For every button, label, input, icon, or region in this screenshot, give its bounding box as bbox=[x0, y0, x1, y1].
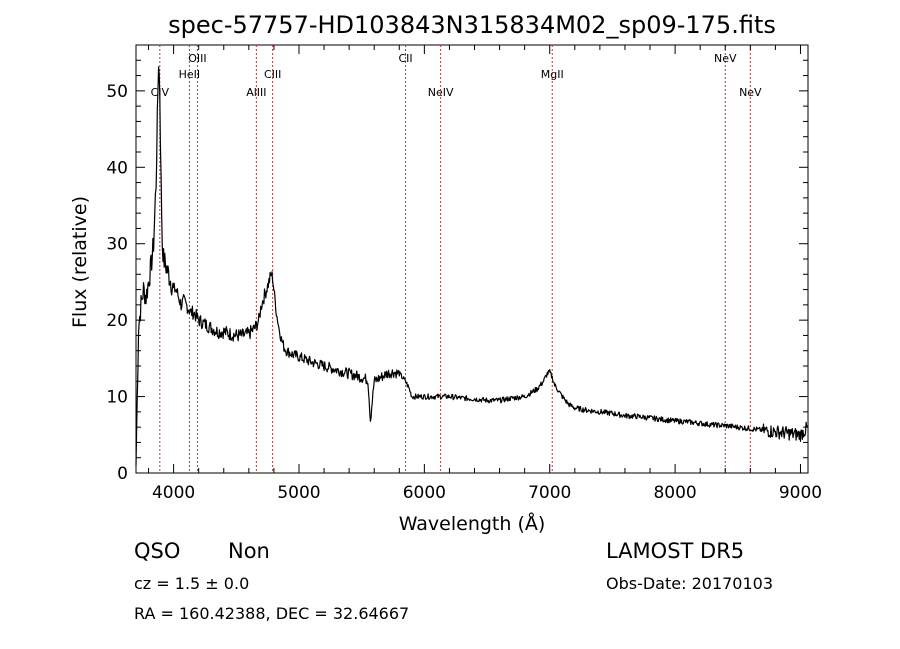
observation-date: Obs-Date: 20170103 bbox=[606, 574, 774, 593]
y-axis-label: Flux (relative) bbox=[69, 196, 91, 328]
emission-line-label: MgII bbox=[541, 68, 564, 81]
emission-line-label: NeV bbox=[714, 52, 737, 65]
emission-line-label: NeV bbox=[739, 86, 762, 99]
emission-line-label: CII bbox=[398, 52, 412, 65]
y-tick-label: 40 bbox=[106, 158, 128, 178]
object-class: QSO bbox=[134, 539, 181, 563]
emission-line-label: NeIV bbox=[428, 86, 454, 99]
x-tick-label: 6000 bbox=[403, 483, 446, 503]
chart-title: spec-57757-HD103843N315834M02_sp09-175.f… bbox=[168, 11, 776, 39]
ra-dec: RA = 160.42388, DEC = 32.64667 bbox=[134, 604, 410, 623]
y-tick-label: 50 bbox=[106, 82, 128, 102]
emission-line-label: CIII bbox=[264, 68, 281, 81]
object-subclass: Non bbox=[228, 539, 270, 563]
x-tick-label: 7000 bbox=[528, 483, 571, 503]
emission-line-label: OIII bbox=[188, 52, 206, 65]
y-tick-label: 30 bbox=[106, 235, 128, 255]
survey-name: LAMOST DR5 bbox=[606, 539, 745, 563]
x-tick-label: 8000 bbox=[653, 483, 696, 503]
emission-line-label: HeII bbox=[179, 68, 201, 81]
x-tick-label: 9000 bbox=[779, 483, 822, 503]
x-tick-label: 4000 bbox=[152, 483, 195, 503]
plot-frame bbox=[135, 44, 809, 474]
x-axis-label: Wavelength (Å) bbox=[399, 512, 546, 535]
spectrum-line bbox=[135, 66, 809, 466]
x-axis: 4000 5000 6000 7000 8000 9000 bbox=[148, 45, 822, 503]
emission-line-label: AlIII bbox=[246, 86, 266, 99]
y-tick-label: 10 bbox=[106, 388, 128, 408]
y-axis: 0 10 20 30 40 50 bbox=[106, 44, 808, 484]
y-tick-label: 20 bbox=[106, 311, 128, 331]
redshift-cz: cz = 1.5 ± 0.0 bbox=[134, 574, 250, 593]
y-tick-label: 0 bbox=[117, 464, 128, 484]
x-tick-label: 5000 bbox=[277, 483, 320, 503]
